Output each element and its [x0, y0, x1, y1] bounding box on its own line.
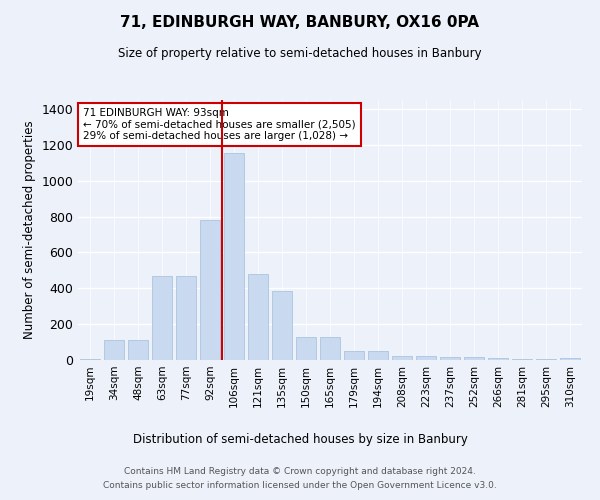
Bar	[416, 356, 436, 360]
Y-axis label: Number of semi-detached properties: Number of semi-detached properties	[23, 120, 36, 340]
Bar	[560, 358, 580, 360]
Text: Contains HM Land Registry data © Crown copyright and database right 2024.: Contains HM Land Registry data © Crown c…	[124, 468, 476, 476]
Bar	[152, 276, 172, 360]
Bar	[272, 291, 292, 360]
Bar	[488, 358, 508, 360]
Bar	[200, 220, 220, 360]
Bar	[296, 336, 316, 360]
Text: Distribution of semi-detached houses by size in Banbury: Distribution of semi-detached houses by …	[133, 432, 467, 446]
Bar	[512, 359, 532, 360]
Bar	[392, 356, 412, 360]
Bar	[440, 358, 460, 360]
Bar	[536, 359, 556, 360]
Bar	[128, 340, 148, 360]
Text: Contains public sector information licensed under the Open Government Licence v3: Contains public sector information licen…	[103, 481, 497, 490]
Text: Size of property relative to semi-detached houses in Banbury: Size of property relative to semi-detach…	[118, 48, 482, 60]
Bar	[224, 153, 244, 360]
Bar	[104, 340, 124, 360]
Bar	[80, 359, 100, 360]
Bar	[176, 276, 196, 360]
Bar	[344, 351, 364, 360]
Bar	[368, 351, 388, 360]
Bar	[320, 336, 340, 360]
Text: 71, EDINBURGH WAY, BANBURY, OX16 0PA: 71, EDINBURGH WAY, BANBURY, OX16 0PA	[121, 15, 479, 30]
Text: 71 EDINBURGH WAY: 93sqm
← 70% of semi-detached houses are smaller (2,505)
29% of: 71 EDINBURGH WAY: 93sqm ← 70% of semi-de…	[83, 108, 356, 141]
Bar	[248, 274, 268, 360]
Bar	[464, 358, 484, 360]
